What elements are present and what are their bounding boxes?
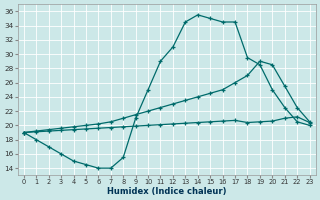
X-axis label: Humidex (Indice chaleur): Humidex (Indice chaleur) [107, 187, 227, 196]
